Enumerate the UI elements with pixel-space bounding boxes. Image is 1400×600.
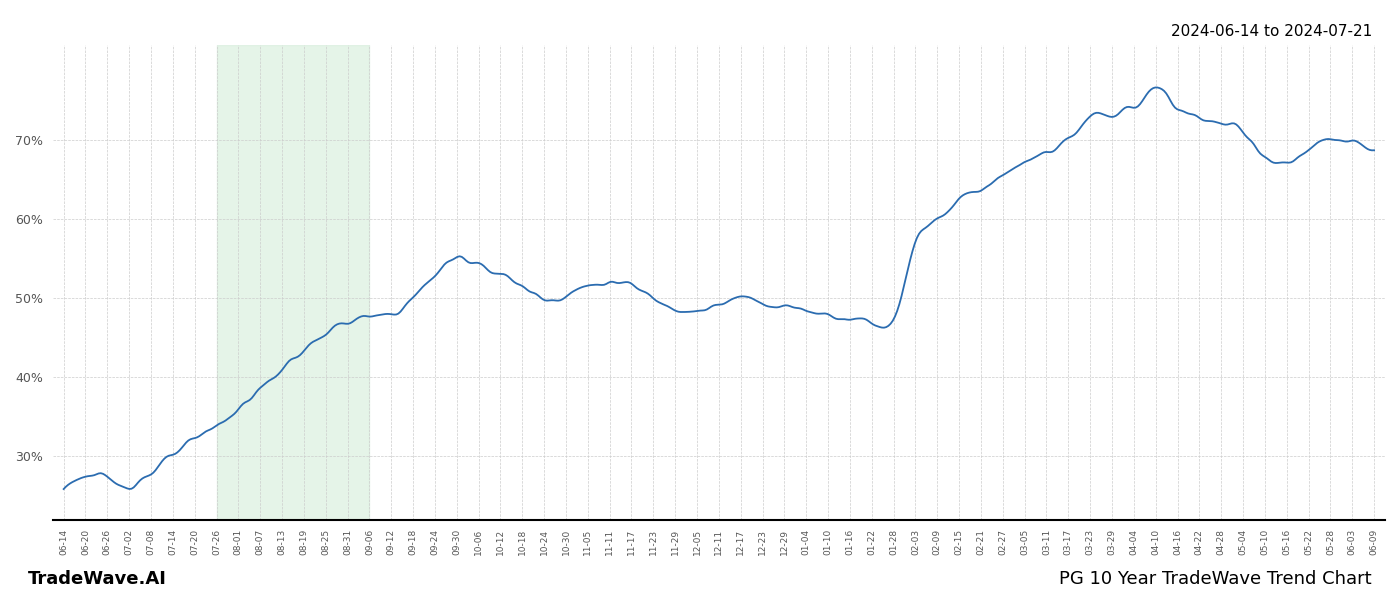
Text: TradeWave.AI: TradeWave.AI <box>28 570 167 588</box>
Text: PG 10 Year TradeWave Trend Chart: PG 10 Year TradeWave Trend Chart <box>1060 570 1372 588</box>
Bar <box>217 45 370 520</box>
Text: 2024-06-14 to 2024-07-21: 2024-06-14 to 2024-07-21 <box>1170 24 1372 39</box>
